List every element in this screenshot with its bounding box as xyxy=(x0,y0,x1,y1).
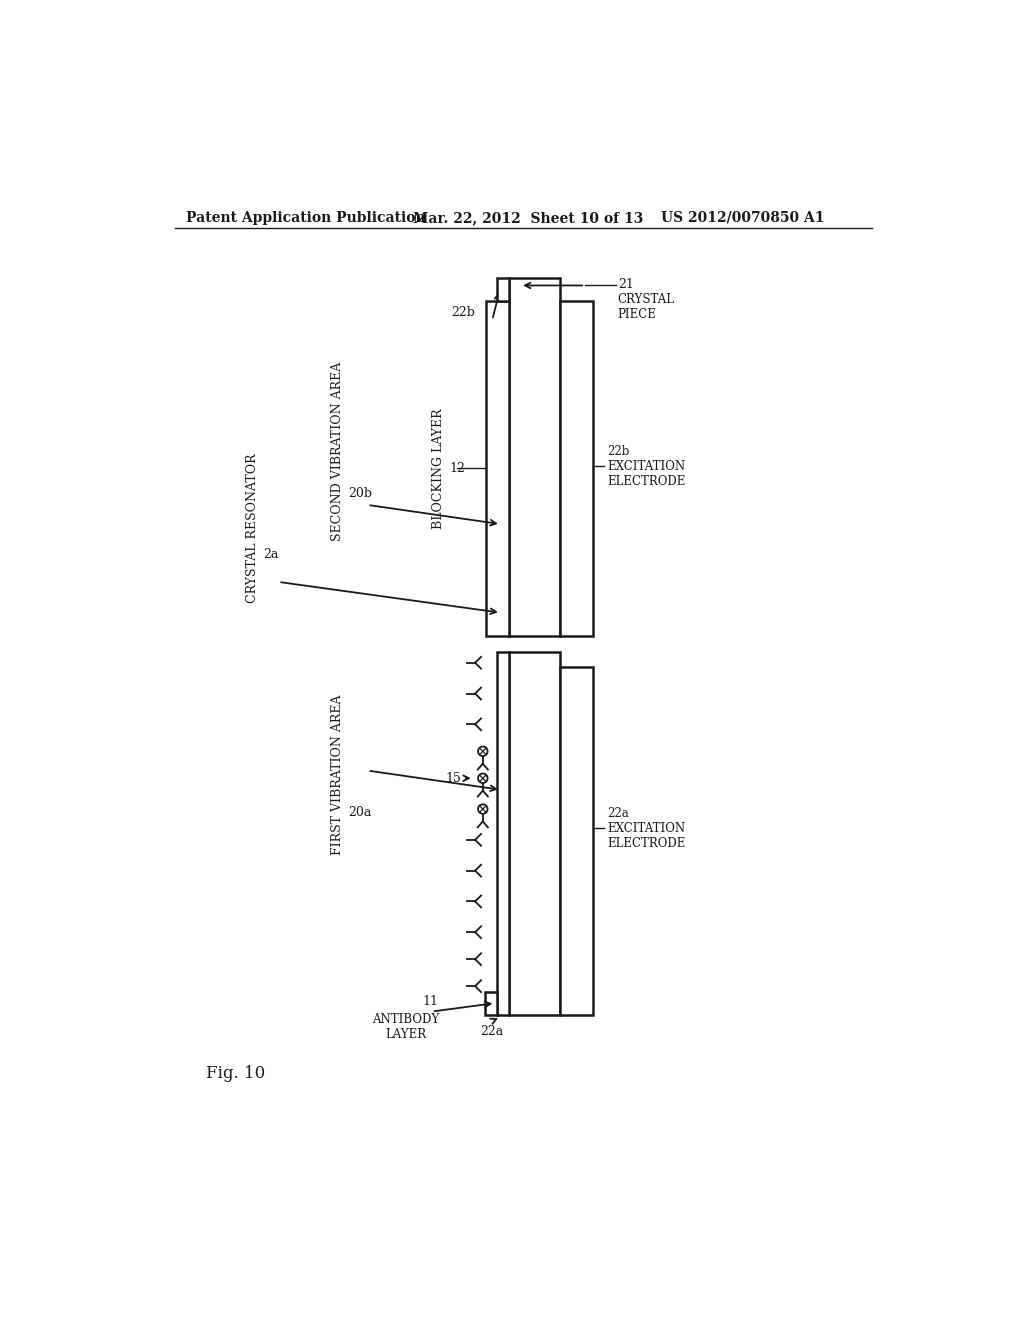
Text: CRYSTAL
PIECE: CRYSTAL PIECE xyxy=(617,293,675,321)
Text: CRYSTAL RESONATOR: CRYSTAL RESONATOR xyxy=(246,453,258,603)
Text: 21: 21 xyxy=(617,277,634,290)
Bar xyxy=(560,667,593,1015)
Bar xyxy=(485,991,497,1015)
Circle shape xyxy=(478,774,487,783)
Bar xyxy=(560,301,593,636)
Text: Patent Application Publication: Patent Application Publication xyxy=(186,211,426,224)
Text: 12: 12 xyxy=(450,462,466,475)
Text: Fig. 10: Fig. 10 xyxy=(206,1065,265,1082)
Text: BLOCKING LAYER: BLOCKING LAYER xyxy=(431,408,444,528)
Text: US 2012/0070850 A1: US 2012/0070850 A1 xyxy=(662,211,824,224)
Text: 22a: 22a xyxy=(480,1024,504,1038)
Text: 22a
EXCITATION
ELECTRODE: 22a EXCITATION ELECTRODE xyxy=(607,807,685,850)
Bar xyxy=(497,277,509,301)
Circle shape xyxy=(478,804,487,814)
Text: FIRST VIBRATION AREA: FIRST VIBRATION AREA xyxy=(331,694,344,854)
Text: 15: 15 xyxy=(445,772,461,785)
Text: 20b: 20b xyxy=(348,487,372,500)
Bar xyxy=(509,652,560,1015)
Text: ANTIBODY
LAYER: ANTIBODY LAYER xyxy=(372,1014,439,1041)
Text: 2a: 2a xyxy=(263,548,279,561)
Bar xyxy=(497,652,509,1015)
Text: 22b: 22b xyxy=(452,306,475,319)
Bar xyxy=(486,301,509,636)
Text: Mar. 22, 2012  Sheet 10 of 13: Mar. 22, 2012 Sheet 10 of 13 xyxy=(414,211,643,224)
Text: 22b
EXCITATION
ELECTRODE: 22b EXCITATION ELECTRODE xyxy=(607,445,685,488)
Bar xyxy=(509,277,560,636)
Text: SECOND VIBRATION AREA: SECOND VIBRATION AREA xyxy=(331,362,344,541)
Text: 11: 11 xyxy=(423,995,438,1008)
Circle shape xyxy=(478,747,487,756)
Text: 20a: 20a xyxy=(348,807,372,820)
